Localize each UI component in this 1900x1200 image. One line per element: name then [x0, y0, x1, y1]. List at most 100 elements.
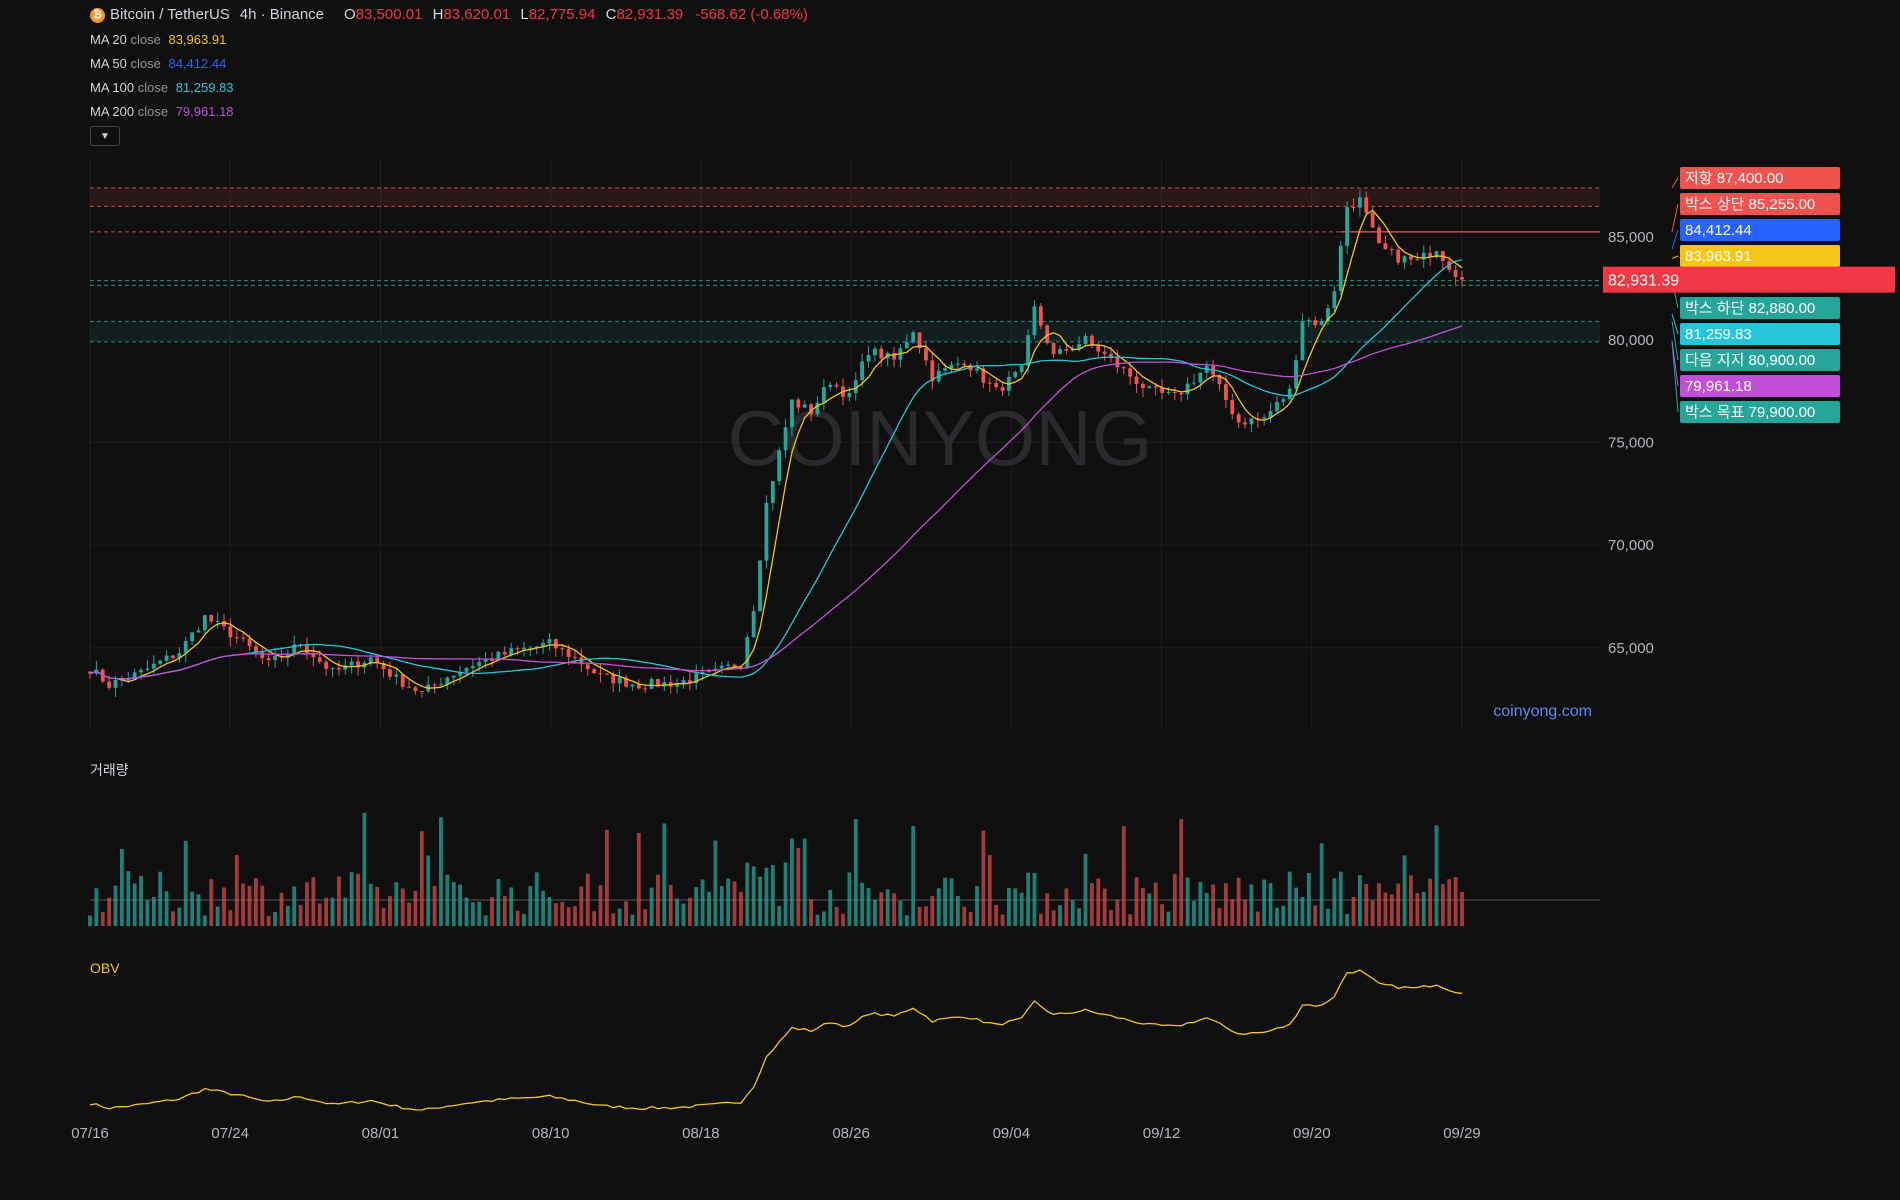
candle: [1185, 383, 1190, 395]
ma100-legend[interactable]: MA 100 close 81,259.83: [90, 80, 234, 95]
volume-bar: [343, 897, 348, 926]
volume-bar: [1019, 892, 1024, 926]
level-tag: [1680, 375, 1840, 397]
volume-bar: [777, 906, 782, 926]
volume-bar: [1070, 900, 1075, 926]
candle: [222, 620, 226, 627]
candle: [1013, 372, 1018, 377]
current-price-text: 82,931.39: [1608, 273, 1679, 290]
price-tick-label: 85,000: [1608, 229, 1654, 246]
site-link[interactable]: coinyong.com: [1493, 703, 1592, 720]
volume-bar: [1185, 877, 1190, 926]
volume-bar: [336, 876, 341, 926]
candle: [1268, 411, 1273, 418]
volume-bar: [1051, 910, 1056, 926]
volume-bar: [802, 838, 807, 926]
level-tag-text: 81,259.83: [1685, 326, 1752, 343]
volume-bar: [413, 890, 418, 926]
volume-bar: [707, 891, 711, 926]
volume-bar: [483, 915, 488, 926]
volume-bar: [726, 878, 731, 926]
volume-bar: [324, 897, 329, 926]
resistance-zone: [90, 187, 1600, 207]
volume-bars: [88, 812, 1600, 926]
volume-bar: [496, 879, 501, 926]
candle: [158, 660, 163, 664]
candle: [1096, 344, 1101, 352]
volume-bar: [828, 890, 833, 926]
candle: [1460, 277, 1464, 280]
ma200-legend[interactable]: MA 200 close 79,961.18: [90, 104, 234, 119]
volume-bar: [317, 903, 322, 926]
ma50-legend[interactable]: MA 50 close 84,412.44: [90, 56, 227, 71]
candle: [892, 352, 896, 360]
volume-bar: [917, 906, 922, 926]
volume-bar: [1262, 879, 1267, 926]
candle: [1345, 207, 1350, 246]
volume-bar: [292, 886, 297, 926]
candle: [419, 691, 424, 693]
candle: [439, 684, 443, 686]
volume-bar: [1287, 871, 1292, 926]
ma20-legend[interactable]: MA 20 close 83,963.91: [90, 32, 227, 47]
volume-bar: [694, 887, 699, 926]
volume-bar: [1058, 905, 1062, 926]
volume-bar: [1096, 878, 1101, 926]
volume-bar: [458, 884, 463, 926]
candle: [1051, 343, 1056, 354]
candle: [994, 383, 999, 388]
candle: [1109, 353, 1113, 358]
volume-bar: [1345, 914, 1350, 926]
level-tag-text: 박스 목표 79,900.00: [1685, 404, 1815, 421]
candle: [330, 668, 335, 670]
candle: [809, 404, 814, 415]
level-tag: [1680, 349, 1840, 371]
symbol-name[interactable]: Bitcoin / TetherUS: [110, 6, 230, 23]
price-tick-label: 70,000: [1608, 537, 1654, 554]
candle: [388, 669, 392, 677]
candle: [445, 677, 450, 685]
volume-bar: [1428, 878, 1432, 926]
volume-bar: [100, 912, 105, 926]
candle: [1102, 351, 1107, 354]
volume-bar: [1026, 872, 1030, 926]
candle: [604, 673, 609, 675]
candle: [700, 671, 705, 674]
candle: [579, 657, 584, 665]
candle: [592, 669, 597, 674]
level-tag-connector: [1671, 321, 1679, 361]
volume-bar: [579, 886, 584, 926]
legend-collapse-button[interactable]: ▼: [90, 126, 120, 146]
candle: [151, 663, 156, 669]
candle: [1453, 269, 1458, 278]
candle: [1262, 417, 1267, 419]
volume-bar: [1415, 892, 1420, 926]
bitcoin-icon: ₿: [90, 7, 105, 23]
candle: [1134, 376, 1139, 384]
volume-bar: [1409, 875, 1413, 926]
volume-bar: [1089, 883, 1094, 926]
candle: [202, 615, 207, 631]
volume-bar: [1460, 891, 1464, 926]
candle: [349, 661, 354, 666]
volume-bar: [911, 825, 916, 926]
volume-bar: [1128, 914, 1133, 926]
volume-bar: [1083, 853, 1088, 926]
volume-bar: [783, 862, 788, 926]
volume-bar: [1306, 872, 1311, 926]
volume-bar: [1109, 910, 1113, 926]
candle: [1319, 321, 1324, 326]
candle: [1032, 306, 1037, 336]
volume-bar: [439, 817, 443, 926]
volume-bar: [1013, 888, 1018, 926]
candle: [1026, 335, 1030, 366]
volume-bar: [1243, 899, 1247, 926]
candle: [126, 679, 131, 681]
interval[interactable]: 4h · Binance: [239, 6, 325, 23]
candle: [1332, 291, 1337, 309]
volume-bar: [1217, 908, 1222, 926]
candle: [496, 651, 501, 661]
volume-bar: [1153, 882, 1158, 926]
volume-bar: [1319, 843, 1324, 926]
